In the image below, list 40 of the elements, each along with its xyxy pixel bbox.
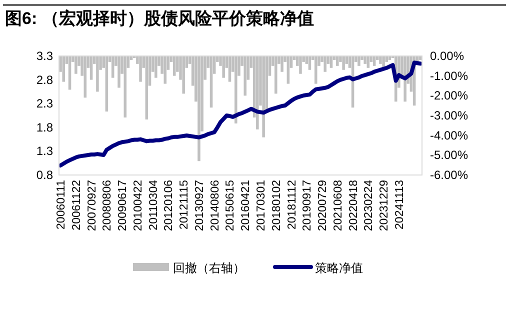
x-tick-label: 20090617 xyxy=(117,180,130,232)
x-tick-label: 20070927 xyxy=(86,180,98,232)
x-tick-label: 20241113 xyxy=(394,180,406,230)
x-tick-label: 20140806 xyxy=(209,180,222,232)
x-tick-label: 20150615 xyxy=(224,180,237,232)
y-tick-label: 1.3 xyxy=(36,144,54,158)
x-tick-label: 20100422 xyxy=(132,180,144,232)
chart-title: 图6: （宏观择时）股债风险平价策略净值 xyxy=(5,9,314,28)
y2-tick-label: -6.00% xyxy=(430,168,468,182)
x-tick-label: 20181112 xyxy=(286,180,298,230)
y-tick-label: 3.3 xyxy=(36,49,54,63)
line-series xyxy=(58,60,422,168)
x-tick-label: 20080806 xyxy=(102,180,114,232)
y-tick-label: 0.8 xyxy=(36,168,54,182)
x-tick-label: 20130927 xyxy=(194,180,206,232)
y-tick-label: 2.3 xyxy=(36,96,54,111)
x-tick-label: 20231229 xyxy=(378,180,391,232)
x-tick-label: 20121115 xyxy=(178,180,191,230)
y2-tick-label: -2.00% xyxy=(430,88,468,103)
x-tick-label: 20200729 xyxy=(317,180,330,232)
legend-label: 策略净值 xyxy=(315,261,363,275)
y2-tick-label: -3.00% xyxy=(430,108,468,122)
x-tick-label: 20160421 xyxy=(240,180,252,232)
x-tick-label: 20180102 xyxy=(270,180,283,232)
y2-tick-label: -1.00% xyxy=(430,68,468,83)
x-tick-label: 20120106 xyxy=(163,180,176,232)
x-tick-label: 20170301 xyxy=(255,180,268,232)
x-tick-label: 20060111 xyxy=(56,180,68,230)
x-tick-label: 20220418 xyxy=(348,180,360,232)
x-tick-label: 20210608 xyxy=(332,180,344,232)
y2-tick-label: 0.00% xyxy=(430,49,464,63)
x-tick-label: 20230224 xyxy=(363,179,376,232)
x-tick-label: 20190917 xyxy=(302,180,314,232)
y2-tick-label: -4.00% xyxy=(430,128,468,142)
x-tick-label: 20061122 xyxy=(70,180,83,230)
legend-label: 回撤（右轴） xyxy=(173,261,245,275)
x-tick-label: 20110304 xyxy=(148,179,160,230)
y-tick-label: 1.8 xyxy=(36,120,54,134)
y2-tick-label: -5.00% xyxy=(430,148,468,162)
y-tick-label: 2.8 xyxy=(36,72,54,87)
